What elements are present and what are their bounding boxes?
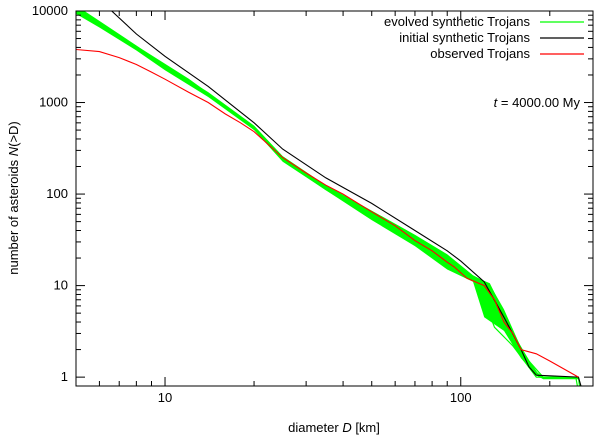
plot-area	[76, 11, 582, 386]
tick-labels: 10 100 1 10 100 1000 10000	[32, 3, 472, 405]
evolved-curve-1	[76, 11, 578, 386]
evolved-band	[76, 11, 581, 386]
axes	[75, 10, 594, 387]
x-tick-label: 100	[450, 390, 472, 405]
y-tick-label: 10	[54, 278, 68, 293]
y-tick-label: 1000	[39, 95, 68, 110]
y-tick-label: 100	[46, 186, 68, 201]
legend-label: initial synthetic Trojans	[399, 30, 530, 45]
x-tick-label: 10	[158, 390, 172, 405]
legend-label: observed Trojans	[430, 46, 530, 61]
observed-series-line	[76, 48, 579, 378]
y-axis-label: number of asteroids N(>D)	[6, 121, 21, 275]
legend-label: evolved synthetic Trojans	[384, 14, 530, 29]
x-axis-label: diameter D [km]	[288, 420, 380, 435]
time-annotation: t = 4000.00 My	[494, 95, 581, 110]
y-tick-label: 1	[61, 369, 68, 384]
initial-series-line	[111, 11, 582, 386]
y-tick-label: 10000	[32, 3, 68, 18]
evolved-curve-2	[79, 11, 582, 386]
plot-frame	[75, 10, 594, 387]
